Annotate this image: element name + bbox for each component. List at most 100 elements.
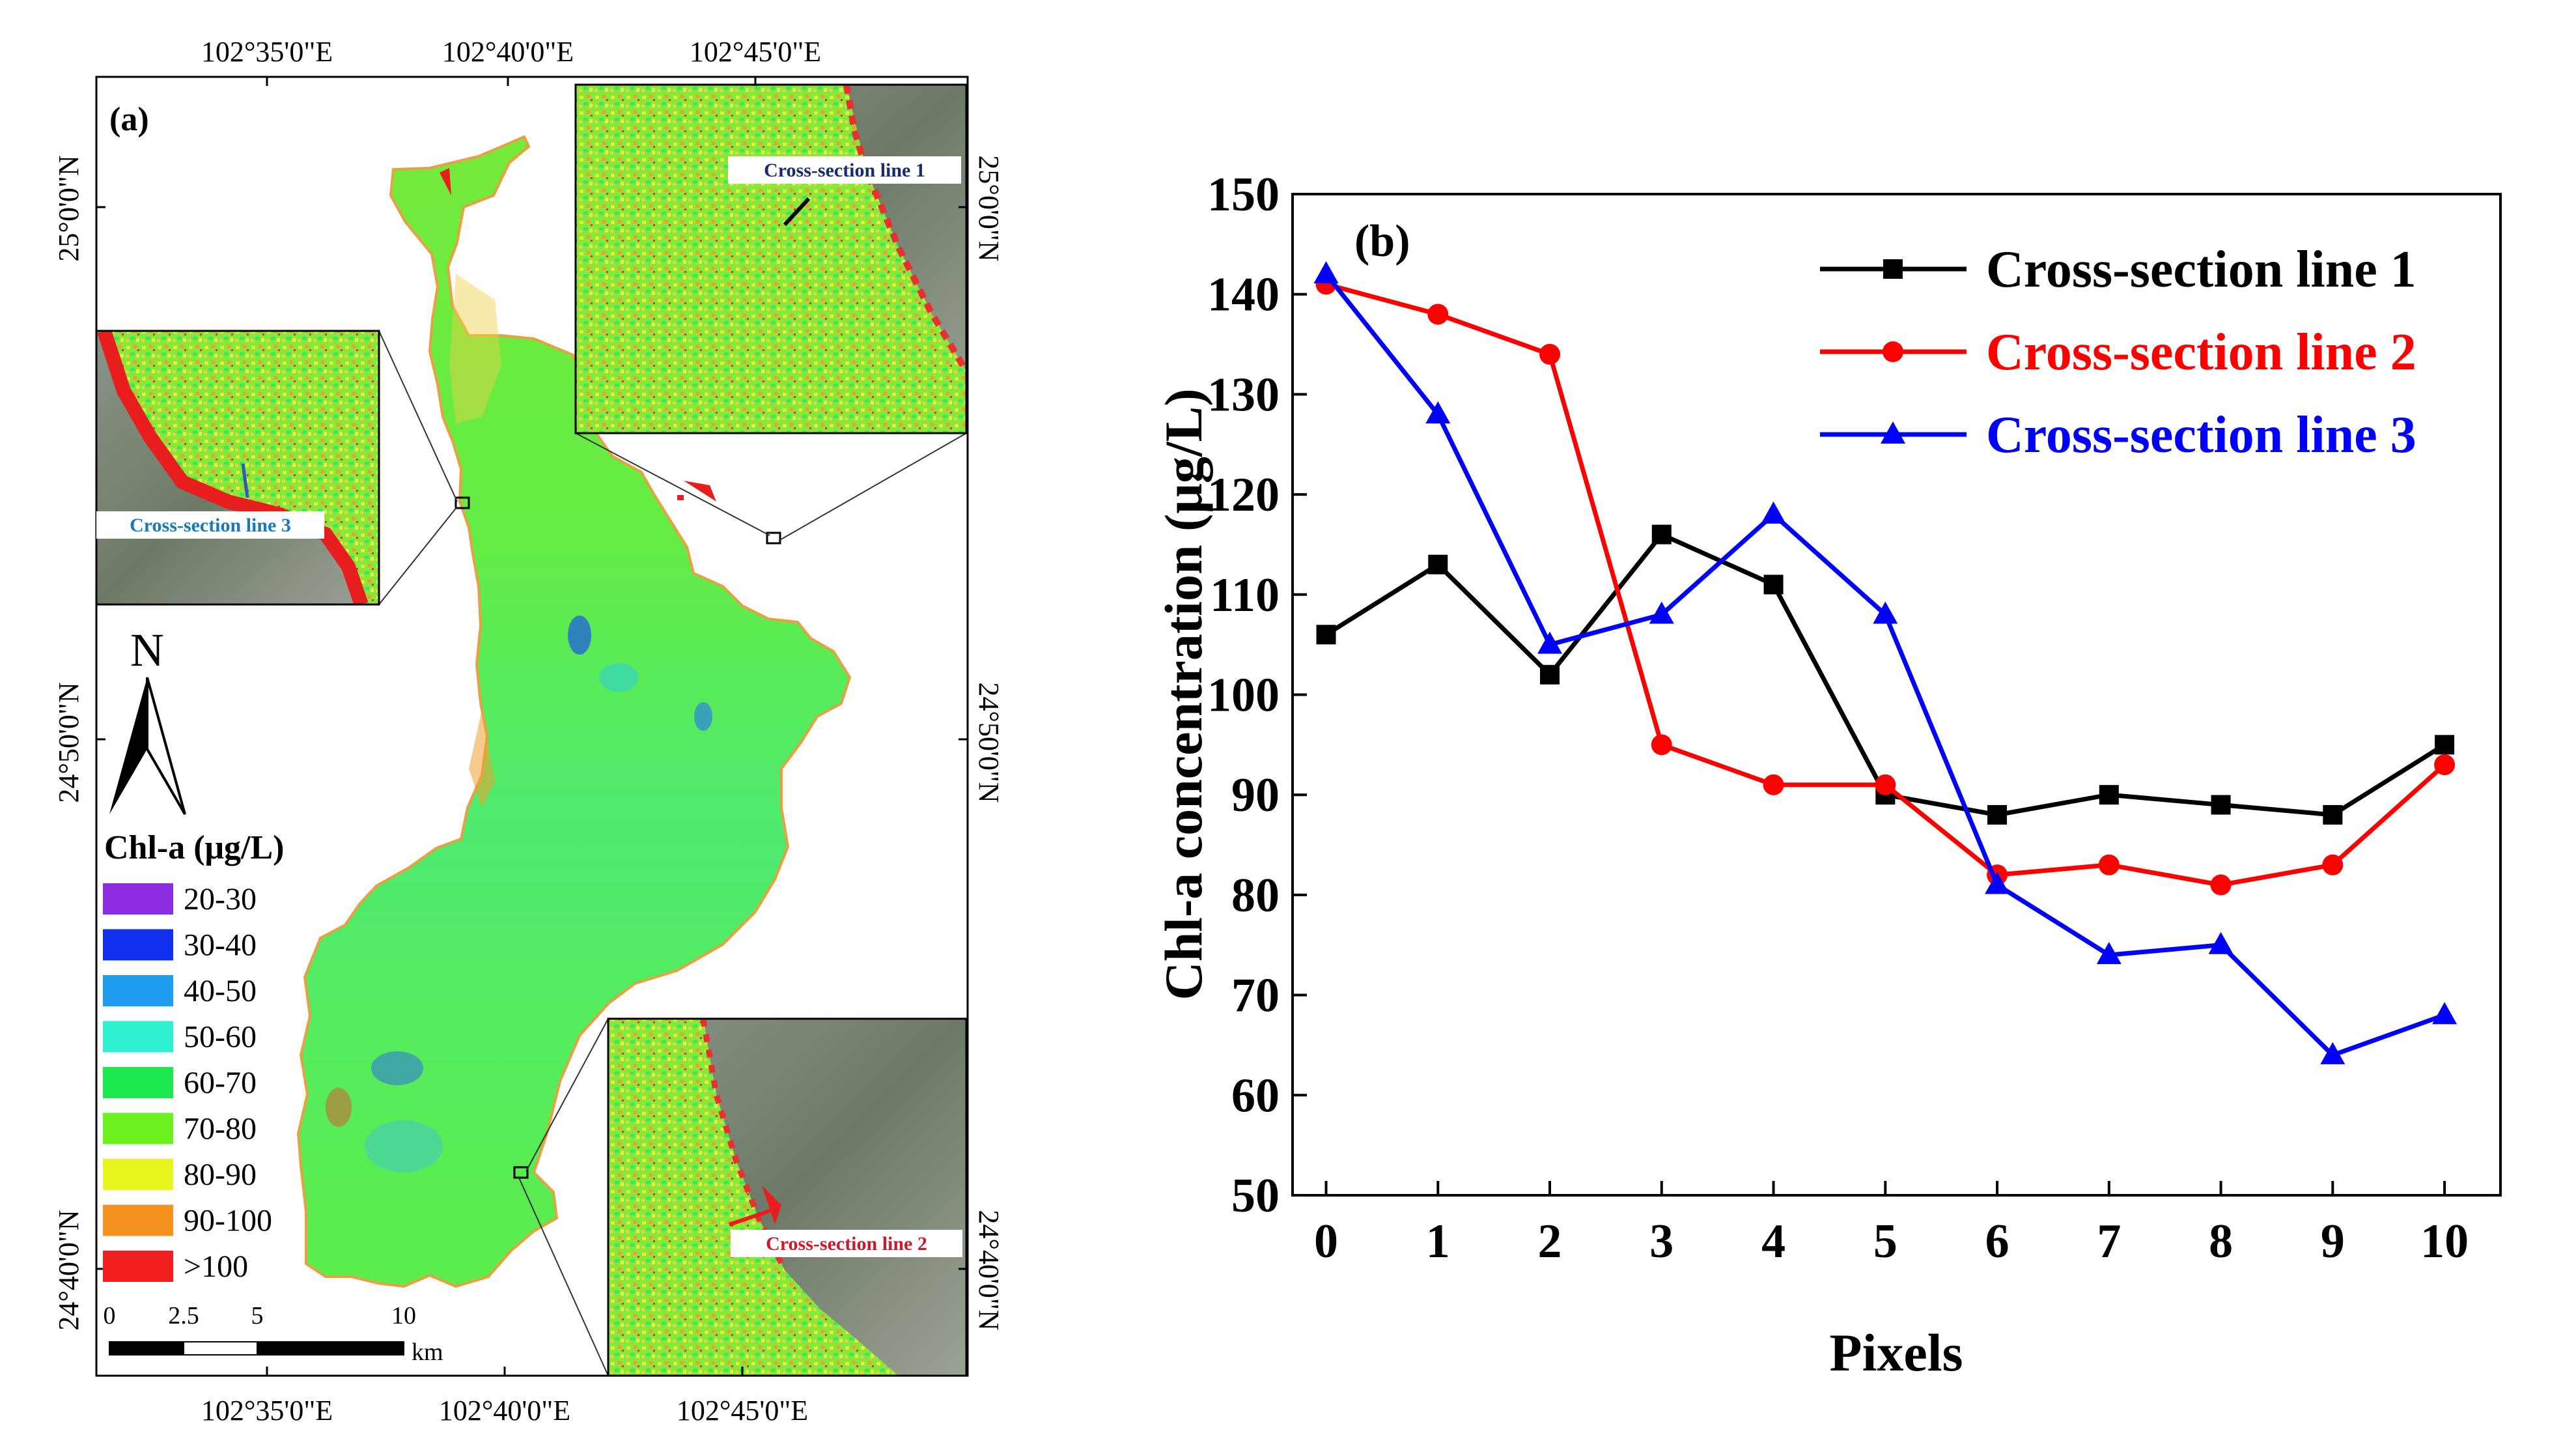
data-point (1425, 401, 1451, 424)
data-point (2096, 942, 2121, 965)
scale-tick-label: 0 (104, 1302, 116, 1329)
series-line (1324, 272, 2446, 1058)
north-label: N (130, 624, 164, 676)
y-tick-label: 70 (1231, 969, 1280, 1023)
data-point (1649, 601, 1674, 624)
chl-a-legend: Chl-a (μg/L) 20-30 30-40 40-50 50-60 60-70 70… (103, 829, 284, 1284)
data-point (2211, 795, 2231, 815)
inset-cross-section-2: Cross-section line 2 (607, 1017, 968, 1377)
data-point (1873, 601, 1898, 624)
lat-right-label: 24°40'0"N (973, 1210, 1005, 1330)
lon-bottom-label: 102°45'0"E (677, 1395, 808, 1427)
y-axis-title: Chl-a concentration (μg/L) (1154, 388, 1213, 1000)
inset-1-label: Cross-section line 1 (764, 160, 925, 181)
legend-entry: Cross-section line 1 (1820, 241, 2416, 298)
data-point (1428, 554, 1448, 575)
data-point (2434, 754, 2456, 776)
data-point (1985, 872, 2010, 894)
inset-cross-section-3: Cross-section line 3 (95, 330, 380, 606)
data-point (1537, 631, 1563, 654)
legend-entry: Cross-section line 2 (1820, 324, 2416, 381)
data-point (2323, 804, 2343, 825)
x-tick-label: 5 (1873, 1215, 1897, 1268)
lat-left-label: 24°40'0"N (53, 1210, 85, 1330)
legend-entry: Cross-section line 3 (1820, 406, 2416, 464)
x-tick-label: 6 (1985, 1215, 2009, 1268)
data-point (2322, 854, 2344, 875)
data-point (1987, 804, 2008, 825)
x-tick-label: 3 (1649, 1215, 1673, 1268)
y-tick-label: 80 (1231, 869, 1280, 922)
series-line (1324, 532, 2446, 817)
data-point (1313, 261, 1339, 283)
legend-label: 20-30 (184, 882, 257, 916)
lon-top-label: 102°35'0"E (201, 36, 333, 68)
data-point (1427, 304, 1449, 325)
panel-b-chart: 50 60 70 80 90 100 110 120 130 140 150 0 1 2 3 4 5 6 7 8 9 10… (1154, 168, 2502, 1382)
data-point (2210, 874, 2232, 896)
legend-label: Cross-section line 3 (1986, 406, 2416, 464)
y-tick-label: 50 (1231, 1169, 1280, 1223)
north-arrow: N (109, 624, 186, 816)
data-point (2435, 735, 2455, 755)
x-tick-label: 7 (2097, 1215, 2121, 1268)
legend-marker (1883, 259, 1903, 279)
locator-square-line-1 (766, 532, 781, 545)
legend-swatch (103, 1067, 173, 1098)
y-tick-label: 110 (1210, 569, 1280, 622)
x-tick-label: 4 (1761, 1215, 1785, 1268)
y-tick-label: 100 (1207, 669, 1280, 722)
legend-label: 30-40 (184, 928, 257, 963)
legend-label: Cross-section line 2 (1986, 324, 2416, 381)
legend-marker (1883, 341, 1903, 362)
data-point (2208, 931, 2233, 954)
data-point (1540, 664, 1560, 685)
data-point (2098, 854, 2120, 875)
legend-swatch (103, 1251, 173, 1282)
scale-unit: km (412, 1339, 443, 1366)
scale-tick-label: 5 (251, 1302, 264, 1329)
locator-square-line-3 (455, 496, 470, 509)
lon-bottom-label: 102°40'0"E (439, 1395, 570, 1427)
data-point (1761, 501, 1786, 524)
x-tick-label: 10 (2420, 1215, 2469, 1268)
legend-label: 50-60 (184, 1020, 257, 1055)
inset-cross-section-1: Cross-section line 1 (574, 83, 968, 434)
y-tick-label: 90 (1231, 769, 1280, 822)
data-point (1539, 343, 1561, 365)
legend-title: Chl-a (μg/L) (104, 829, 284, 866)
data-point (2320, 1042, 2345, 1064)
y-tick-label: 60 (1231, 1069, 1280, 1122)
x-tick-label: 1 (1426, 1215, 1450, 1268)
x-tick-label: 8 (2209, 1215, 2233, 1268)
inset-2-label: Cross-section line 2 (766, 1233, 927, 1255)
scale-tick-label: 10 (391, 1302, 416, 1329)
legend-swatch (103, 1021, 173, 1053)
data-point (1763, 575, 1784, 595)
legend-label: 80-90 (184, 1157, 257, 1192)
data-point (1316, 625, 1336, 645)
legend-label: 40-50 (184, 974, 257, 1008)
legend-label: Cross-section line 1 (1986, 241, 2416, 298)
lat-right-label: 24°50'0"N (973, 682, 1005, 802)
legend-label: 90-100 (184, 1204, 272, 1238)
lake-chlorophyll-raster (296, 135, 852, 1288)
scale-tick-label: 2.5 (168, 1302, 199, 1329)
panel-a-label: (a) (109, 101, 149, 138)
legend-marker (1881, 421, 1905, 444)
y-tick-label: 150 (1207, 168, 1280, 221)
x-tick-label: 0 (1314, 1215, 1338, 1268)
legend-swatch (103, 1113, 173, 1144)
data-point (2099, 785, 2119, 805)
data-point (1651, 524, 1672, 545)
legend-swatch (103, 929, 173, 961)
y-tick-label: 130 (1207, 368, 1280, 421)
legend-swatch (103, 1159, 173, 1190)
legend-swatch (103, 975, 173, 1006)
scale-bar: 0 2.5 5 10 km (104, 1302, 443, 1366)
legend-label: 70-80 (184, 1112, 257, 1146)
lon-bottom-label: 102°35'0"E (201, 1395, 333, 1427)
north-arrow-icon (109, 677, 147, 814)
legend-label: 60-70 (184, 1066, 257, 1100)
